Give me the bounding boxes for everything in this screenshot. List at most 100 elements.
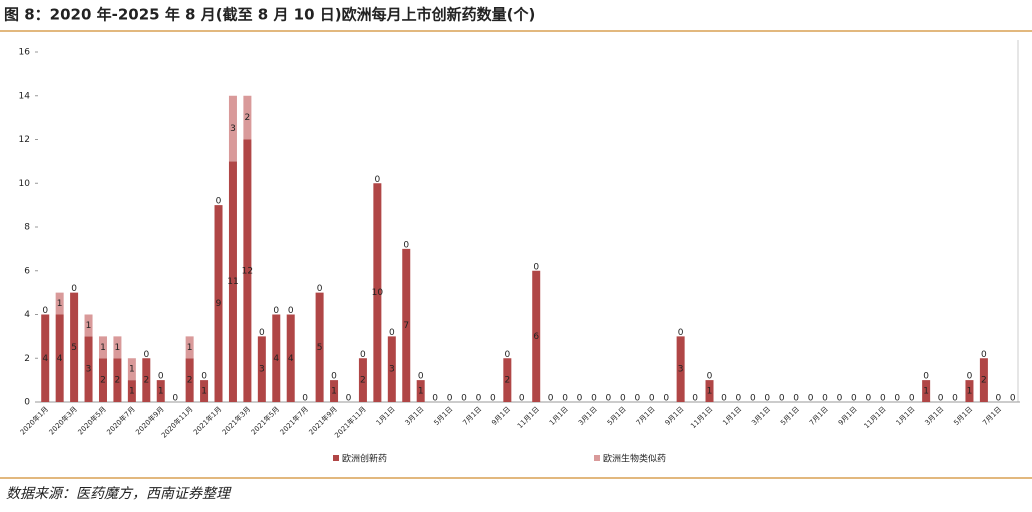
data-label: 0 [663, 394, 669, 404]
bar-segment [127, 358, 136, 381]
bar-segment [965, 380, 974, 402]
data-label: 0 [692, 394, 698, 404]
data-label: 0 [273, 306, 279, 316]
bar-segment [214, 205, 223, 402]
data-label: 0 [577, 394, 583, 404]
x-tick-label: 11月1日 [516, 405, 541, 430]
data-label: 0 [851, 394, 857, 404]
data-label: 0 [981, 350, 987, 360]
data-label: 4 [273, 354, 279, 364]
bar-segment [705, 380, 714, 402]
bar-segment [532, 270, 541, 402]
data-label: 0 [331, 372, 337, 382]
bar-segment [41, 314, 50, 402]
data-label: 0 [172, 394, 178, 404]
x-tick-label: 1月1日 [548, 405, 570, 427]
data-label: 1 [187, 343, 193, 353]
data-label: 1 [707, 387, 713, 397]
x-tick-label: 9月1日 [664, 405, 686, 427]
data-label: 0 [447, 394, 453, 404]
data-label: 0 [750, 394, 756, 404]
data-label: 0 [649, 394, 655, 404]
data-label: 3 [678, 365, 684, 375]
y-tick-label: 0 [24, 398, 30, 408]
x-tick-label: 1月1日 [721, 405, 743, 427]
y-tick-label: 10 [19, 179, 31, 189]
x-tick-label: 5月1日 [606, 405, 628, 427]
data-label: 1 [129, 387, 135, 397]
x-tick-label: 2021年9月 [307, 404, 339, 436]
bar-segment [416, 380, 425, 402]
data-label: 0 [143, 350, 149, 360]
data-label: 11 [227, 277, 238, 287]
data-label: 2 [187, 376, 193, 386]
x-tick-label: 2020年1月 [18, 404, 50, 436]
data-label: 1 [418, 387, 424, 397]
x-tick-label: 7月1日 [981, 405, 1003, 427]
data-label: 0 [591, 394, 597, 404]
data-label: 4 [57, 354, 63, 364]
bar-segment [243, 139, 252, 402]
bar-segment [387, 336, 396, 402]
data-label: 6 [533, 332, 539, 342]
data-label: 0 [634, 394, 640, 404]
y-tick-label: 14 [19, 91, 31, 101]
bar-segment [979, 358, 988, 402]
data-label: 0 [707, 372, 713, 382]
data-label: 0 [779, 394, 785, 404]
data-label: 0 [476, 394, 482, 404]
x-tick-label: 3月1日 [924, 405, 946, 427]
data-label: 0 [967, 372, 973, 382]
x-tick-label: 5月1日 [952, 405, 974, 427]
bar-segment [55, 314, 64, 402]
data-label: 3 [86, 365, 92, 375]
data-label: 0 [923, 372, 929, 382]
x-tick-label: 7月1日 [808, 405, 830, 427]
x-tick-label: 2020年3月 [47, 404, 79, 436]
data-label: 0 [793, 394, 799, 404]
data-label: 1 [100, 343, 106, 353]
data-label: 0 [317, 284, 323, 294]
data-label: 0 [302, 394, 308, 404]
data-label: 0 [736, 394, 742, 404]
bar-segment [286, 314, 295, 402]
bar-segment [228, 95, 237, 162]
data-label: 5 [71, 343, 77, 353]
x-tick-label: 11月1日 [689, 405, 714, 430]
x-tick-label: 2020年5月 [76, 404, 108, 436]
data-label: 3 [230, 124, 236, 134]
data-label: 0 [346, 394, 352, 404]
bar-segment [185, 336, 194, 359]
x-tick-label: 2020年9月 [134, 404, 166, 436]
bar-segment [84, 314, 93, 337]
data-label: 7 [403, 321, 409, 331]
data-label: 2 [115, 376, 121, 386]
data-label: 0 [995, 394, 1001, 404]
legend-label: 欧洲创新药 [342, 453, 387, 465]
data-label: 0 [490, 394, 496, 404]
data-label: 1 [86, 321, 92, 331]
bar-segment [98, 358, 107, 402]
bar-segment [127, 380, 136, 402]
data-label: 0 [952, 394, 958, 404]
data-label: 0 [519, 394, 525, 404]
data-label: 0 [403, 240, 409, 250]
bar-segment [84, 336, 93, 402]
data-label: 0 [71, 284, 77, 294]
data-label: 0 [678, 328, 684, 338]
x-tick-label: 3月1日 [577, 405, 599, 427]
y-tick-label: 8 [24, 223, 30, 233]
x-tick-label: 3月1日 [750, 405, 772, 427]
x-tick-label: 2021年1月 [191, 404, 223, 436]
bar-segment [272, 314, 281, 402]
data-label: 2 [504, 376, 510, 386]
x-tick-label: 11月1日 [863, 405, 888, 430]
data-label: 2 [100, 376, 106, 386]
data-label: 0 [216, 197, 222, 207]
x-tick-label: 1月1日 [375, 405, 397, 427]
data-label: 1 [57, 299, 63, 309]
data-label: 2 [981, 376, 987, 386]
data-label: 0 [822, 394, 828, 404]
bar-segment [70, 292, 79, 402]
data-label: 1 [967, 387, 973, 397]
